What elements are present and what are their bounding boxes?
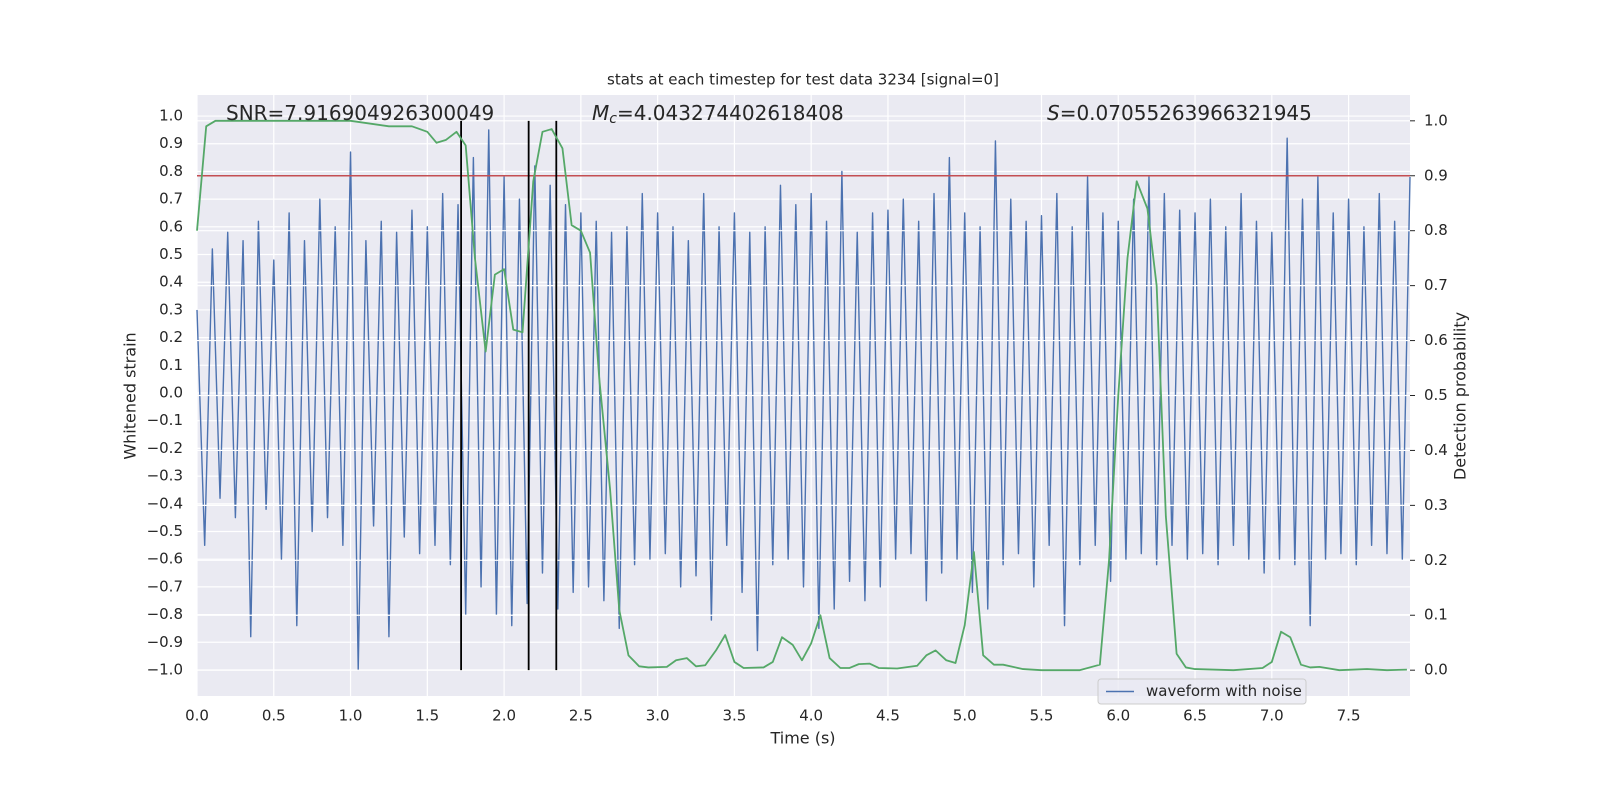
y2-tick-label: 0.8: [1424, 221, 1448, 239]
annotation: SNR=7.916904926300049: [226, 101, 494, 125]
x-tick-label: 1.0: [339, 707, 363, 725]
x-tick-label: 2.5: [569, 707, 593, 725]
x-tick-label: 1.5: [415, 707, 439, 725]
x-tick-label: 0.0: [185, 707, 209, 725]
y-tick-label: −0.6: [147, 550, 183, 568]
y2-tick-label: 0.1: [1424, 606, 1448, 624]
x-tick-label: 5.5: [1030, 707, 1054, 725]
y-tick-label: 0.8: [159, 162, 183, 180]
y2-tick-label: 0.5: [1424, 386, 1448, 404]
annotation: S=0.07055263966321945: [1047, 101, 1312, 125]
y-tick-label: −0.7: [147, 577, 183, 595]
annotation: Mc=4.043274402618408: [592, 101, 844, 128]
annotation-symbol: S: [1047, 101, 1060, 125]
y2-axis-label: Detection probability: [1451, 312, 1470, 480]
y-tick-label: 1.0: [159, 107, 183, 125]
y2-tick-label: 0.7: [1424, 276, 1448, 294]
annotation-text: =4.043274402618408: [617, 101, 844, 125]
annotation-text: =0.07055263966321945: [1060, 101, 1312, 125]
x-tick-label: 3.0: [646, 707, 670, 725]
y2-tick-label: 0.3: [1424, 496, 1448, 514]
x-tick-label: 5.0: [953, 707, 977, 725]
y-tick-label: −0.5: [147, 522, 183, 540]
annotation-symbol: M: [592, 101, 609, 125]
y-tick-label: −0.4: [147, 494, 183, 512]
annotation-subscript: c: [609, 111, 617, 127]
y-tick-label: 0.7: [159, 190, 183, 208]
annotation-text: SNR=7.916904926300049: [226, 101, 494, 125]
x-tick-label: 7.0: [1260, 707, 1284, 725]
y-tick-label: 0.6: [159, 217, 183, 235]
series-line: [196, 119, 1407, 672]
series-line: [196, 129, 1411, 671]
y2-tick-label: 0.2: [1424, 551, 1448, 569]
x-tick-label: 4.0: [799, 707, 823, 725]
y2-tick-label: 0.6: [1424, 331, 1448, 349]
y-axis-label: Whitened strain: [121, 332, 140, 459]
y-tick-label: −1.0: [147, 660, 183, 678]
y-tick-label: −0.2: [147, 439, 183, 457]
y-tick-label: 0.5: [159, 245, 183, 263]
legend-box: [1097, 678, 1307, 705]
y-tick-label: 0.1: [159, 356, 183, 374]
x-tick-label: 2.0: [492, 707, 516, 725]
y-tick-label: −0.3: [147, 467, 183, 485]
x-tick-label: 0.5: [262, 707, 286, 725]
y2-tick-label: 1.0: [1424, 111, 1448, 129]
chart-title: stats at each timestep for test data 323…: [607, 71, 999, 89]
y-tick-label: 0.3: [159, 300, 183, 318]
y-tick-label: −0.1: [147, 411, 183, 429]
y-tick-label: 0.9: [159, 134, 183, 152]
y-tick-label: 0.2: [159, 328, 183, 346]
y-tick-label: −0.9: [147, 633, 183, 651]
y2-tick-label: 0.4: [1424, 441, 1448, 459]
x-tick-label: 7.5: [1337, 707, 1361, 725]
over-layer: [196, 119, 1410, 672]
x-tick-label: 6.5: [1183, 707, 1207, 725]
legend-label: waveform with noise: [1146, 682, 1302, 700]
x-tick-label: 4.5: [876, 707, 900, 725]
y-tick-label: −0.8: [147, 605, 183, 623]
y2-tick-label: 0.0: [1424, 661, 1448, 679]
x-tick-label: 6.0: [1106, 707, 1130, 725]
y-tick-label: 0.0: [159, 384, 183, 402]
y2-tick-label: 0.9: [1424, 166, 1448, 184]
x-tick-label: 3.5: [722, 707, 746, 725]
y-tick-label: 0.4: [159, 273, 183, 291]
x-axis-label: Time (s): [769, 729, 835, 748]
